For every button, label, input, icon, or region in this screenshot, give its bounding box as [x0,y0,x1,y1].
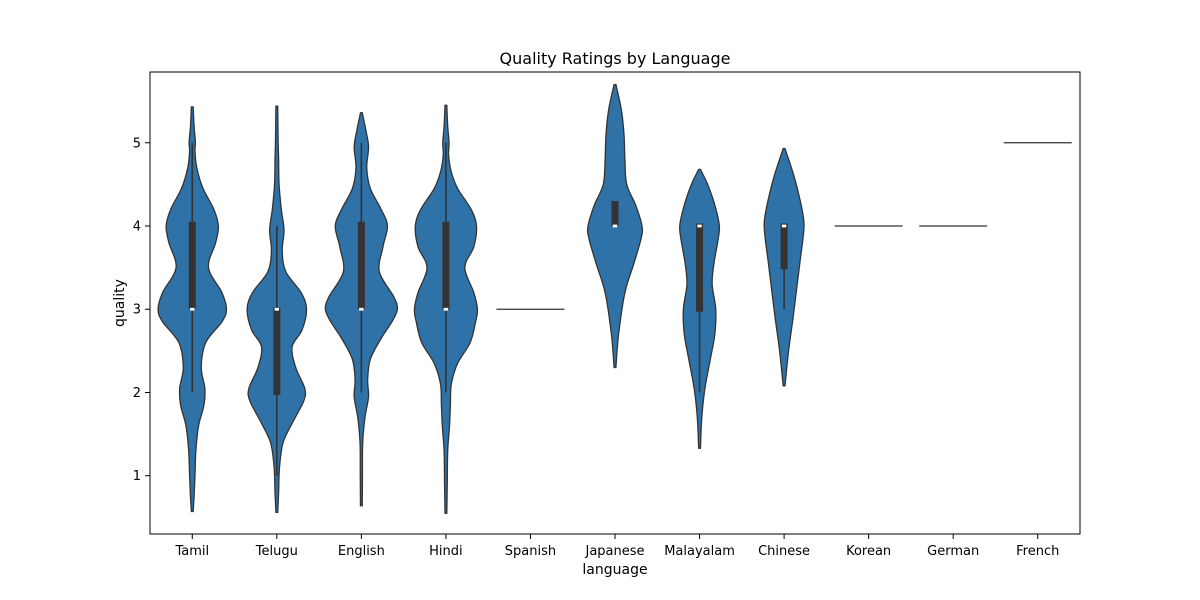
violin-iqr-box-telugu [273,307,281,395]
violin-median-english [359,307,364,311]
violin-japanese [586,83,644,369]
violin-median-chinese [781,224,787,228]
violin-iqr-box-hindi [442,221,450,310]
violins-group [157,83,1072,514]
violin-median-japanese [612,224,618,228]
x-tick-label-malayalam: Malayalam [664,544,735,559]
x-tick-label-german: German [927,544,979,559]
violin-iqr-box-japanese [611,201,619,226]
violin-chinese [763,147,805,387]
y-tick-label-4: 4 [133,220,141,235]
violin-telugu [246,105,308,514]
x-tick-label-french: French [1016,544,1059,559]
x-tick-label-japanese: Japanese [584,544,644,559]
x-tick-label-english: English [338,544,385,559]
violin-malayalam [679,168,721,449]
violin-tamil [157,106,228,513]
y-tick-label-1: 1 [133,469,141,484]
x-axis: Tamil Telugu English Hindi Spanish Japanese Ma… [174,534,1059,559]
violin-median-malayalam [697,224,702,228]
violin-iqr-box-tamil [188,221,196,310]
violin-hindi [413,104,479,514]
y-tick-label-3: 3 [133,303,141,318]
x-tick-label-tamil: Tamil [174,544,209,559]
x-tick-label-chinese: Chinese [758,544,810,559]
violin-english [324,112,399,507]
x-tick-label-spanish: Spanish [505,544,556,559]
x-axis-label: language [582,562,647,578]
x-tick-label-hindi: Hindi [429,544,463,559]
x-tick-label-telugu: Telugu [255,544,298,559]
chart-title: Quality Ratings by Language [500,49,731,68]
violin-median-telugu [274,307,280,311]
y-tick-label-5: 5 [133,136,141,151]
violin-median-hindi [443,307,449,311]
y-tick-label-2: 2 [133,386,141,401]
y-axis: 1 2 3 4 5 [133,136,150,484]
violin-median-tamil [190,307,195,311]
x-tick-label-korean: Korean [846,544,891,559]
violin-iqr-box-english [357,221,365,310]
violin-iqr-box-chinese [780,223,788,270]
y-axis-label: quality [112,279,128,327]
violin-iqr-box-malayalam [696,223,704,312]
